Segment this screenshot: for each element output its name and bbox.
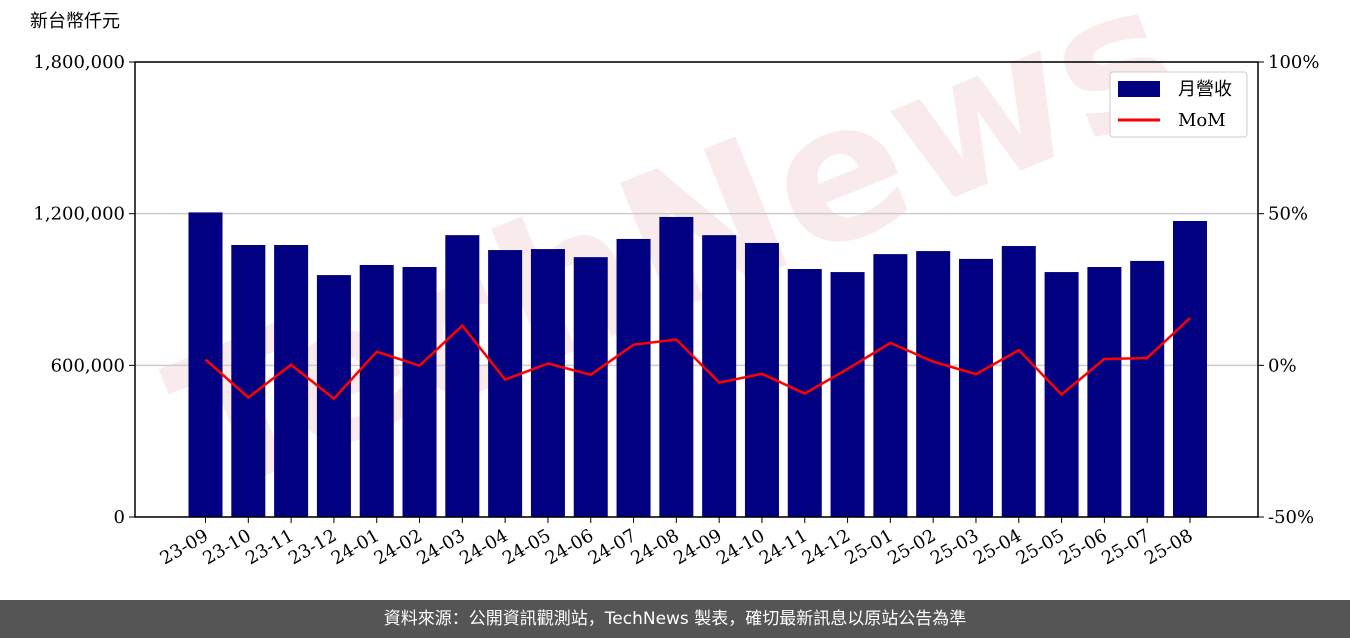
bar	[530, 249, 565, 518]
bar	[830, 272, 865, 517]
bar	[1001, 246, 1036, 517]
bar	[659, 216, 694, 518]
x-tick-label: 24-04	[456, 525, 511, 569]
bar	[1087, 267, 1122, 517]
bar	[488, 250, 523, 518]
y-tick-label: 0	[114, 507, 125, 528]
y-tick-label: 1,800,000	[33, 52, 125, 73]
x-tick-label: 24-09	[670, 525, 725, 569]
x-tick-label: 24-06	[542, 525, 597, 569]
x-tick-label: 25-05	[1013, 525, 1068, 569]
legend-swatch	[1118, 81, 1160, 97]
chart: 新台幣仟元 TechNews 0600,0001,200,0001,800,00…	[30, 0, 1319, 569]
bar	[402, 267, 437, 517]
x-tick-label: 25-01	[841, 525, 896, 569]
bar	[274, 245, 309, 517]
bar	[316, 275, 351, 517]
x-tick-label: 24-12	[799, 525, 854, 569]
bar	[702, 235, 737, 517]
footer: 資料來源：公開資訊觀測站，TechNews 製表，確切最新訊息以原站公告為準	[0, 600, 1350, 638]
bar	[1173, 220, 1207, 517]
bar	[188, 212, 223, 517]
x-tick-label: 24-03	[413, 525, 468, 569]
bar	[231, 245, 266, 517]
x-tick-label: 25-02	[884, 525, 939, 569]
x-tick-label: 25-04	[970, 525, 1025, 569]
y2-tick-label: 100%	[1268, 52, 1319, 73]
x-tick-label: 24-08	[627, 525, 682, 569]
y-tick-label: 600,000	[51, 355, 125, 376]
bar	[359, 264, 394, 517]
x-tick-label: 24-10	[713, 525, 768, 569]
bar	[616, 238, 651, 517]
plot-frame	[134, 61, 1259, 518]
legend: 月營收 MoM	[1109, 71, 1248, 138]
legend-label: MoM	[1178, 110, 1226, 131]
x-tick-label: 24-07	[585, 525, 640, 569]
x-tick-label: 24-01	[328, 525, 383, 569]
y2-tick-label: 50%	[1268, 204, 1308, 225]
bar	[958, 258, 993, 517]
bar	[873, 254, 908, 517]
bar	[573, 257, 608, 517]
x-tick-label: 23-11	[242, 525, 297, 569]
x-tick-label: 25-03	[927, 525, 982, 569]
bar	[445, 235, 480, 517]
line	[204, 317, 1191, 401]
y2-tick-label: -50%	[1268, 507, 1314, 528]
y-unit-label: 新台幣仟元	[30, 11, 120, 32]
x-tick-label: 23-12	[285, 525, 340, 569]
bar	[1130, 260, 1165, 517]
x-tick-label: 25-06	[1055, 525, 1110, 569]
x-tick-label: 24-02	[371, 525, 426, 569]
x-tick-label: 24-11	[756, 525, 811, 569]
x-tick-label: 25-08	[1141, 525, 1196, 569]
legend-label: 月營收	[1178, 79, 1232, 100]
y-tick-label: 1,200,000	[33, 204, 125, 225]
x-tick-label: 25-07	[1098, 525, 1153, 569]
y2-tick-label: 0%	[1268, 355, 1297, 376]
bar	[916, 251, 951, 518]
x-tick-label: 24-05	[499, 525, 554, 569]
x-tick-label: 23-09	[157, 525, 212, 569]
